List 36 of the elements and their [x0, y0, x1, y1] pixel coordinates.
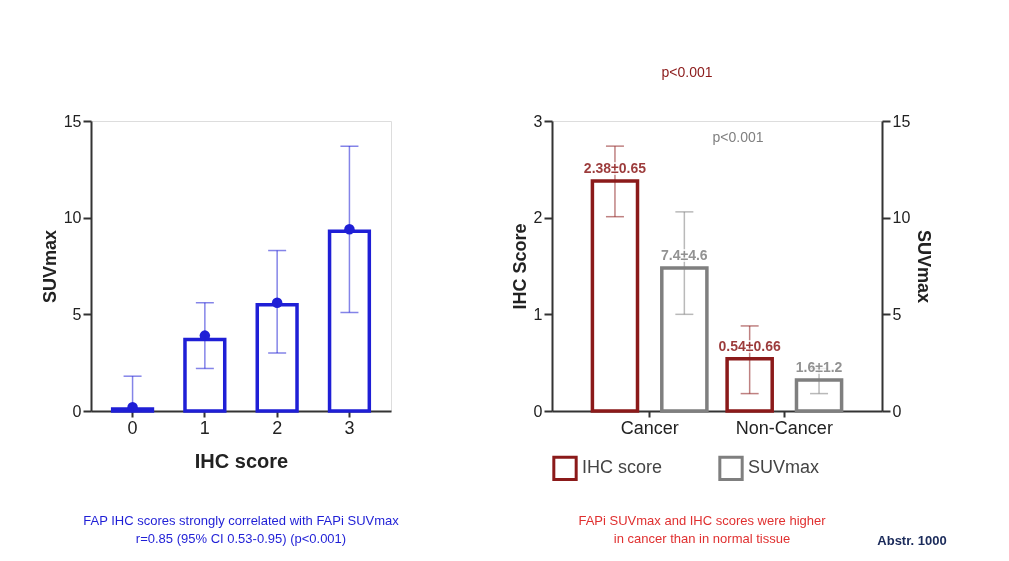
x-tick-label: 0 — [127, 417, 138, 438]
y-tick-label: 1 — [533, 305, 543, 323]
y2-tick-label: 5 — [892, 305, 902, 323]
y-tick-label: 0 — [72, 402, 82, 420]
x-tick-label: Non-Cancer — [735, 417, 833, 438]
point — [344, 224, 355, 235]
y-axis-title: SUVmax — [39, 229, 60, 304]
point — [271, 297, 283, 308]
x-tick-label: 3 — [344, 417, 355, 438]
y-axis-title: IHC Score — [509, 223, 530, 310]
text: p<0.001 — [661, 64, 713, 80]
text: r=0.85 (95% CI 0.53-0.95) (p<0.001) — [135, 531, 347, 546]
point — [127, 401, 138, 413]
x-tick-label: 2 — [272, 417, 283, 438]
legend-label: SUVmax — [748, 457, 820, 478]
text: FAPi SUVmax and IHC scores were higher — [578, 513, 827, 528]
x-axis-title: IHC score — [194, 449, 289, 472]
annotation: p<0.001 — [712, 129, 764, 146]
y-tick-label: 10 — [63, 209, 82, 227]
legend-label: IHC score — [582, 457, 663, 478]
y2-axis-title: SUVmax — [914, 229, 935, 304]
x-tick-label: 1 — [199, 417, 210, 438]
x-tick-label: Cancer — [620, 417, 679, 438]
text: FAP IHC scores strongly correlated with FAPi SUVmax — [83, 513, 400, 528]
text: Abstr. 1000 — [877, 533, 947, 548]
y-tick-label: 3 — [533, 112, 543, 130]
y-tick-label: 2 — [533, 209, 543, 227]
data-label: 1.6±1.2 — [795, 359, 843, 376]
data-label: 2.38±0.65 — [583, 159, 647, 176]
y2-tick-label: 10 — [892, 209, 911, 227]
y-tick-label: 0 — [533, 402, 543, 420]
text: in cancer than in normal tissue — [613, 531, 791, 546]
y-tick-label: 5 — [72, 305, 82, 323]
y2-tick-label: 0 — [892, 402, 902, 420]
y2-tick-label: 15 — [892, 112, 911, 130]
y-tick-label: 15 — [63, 112, 82, 130]
